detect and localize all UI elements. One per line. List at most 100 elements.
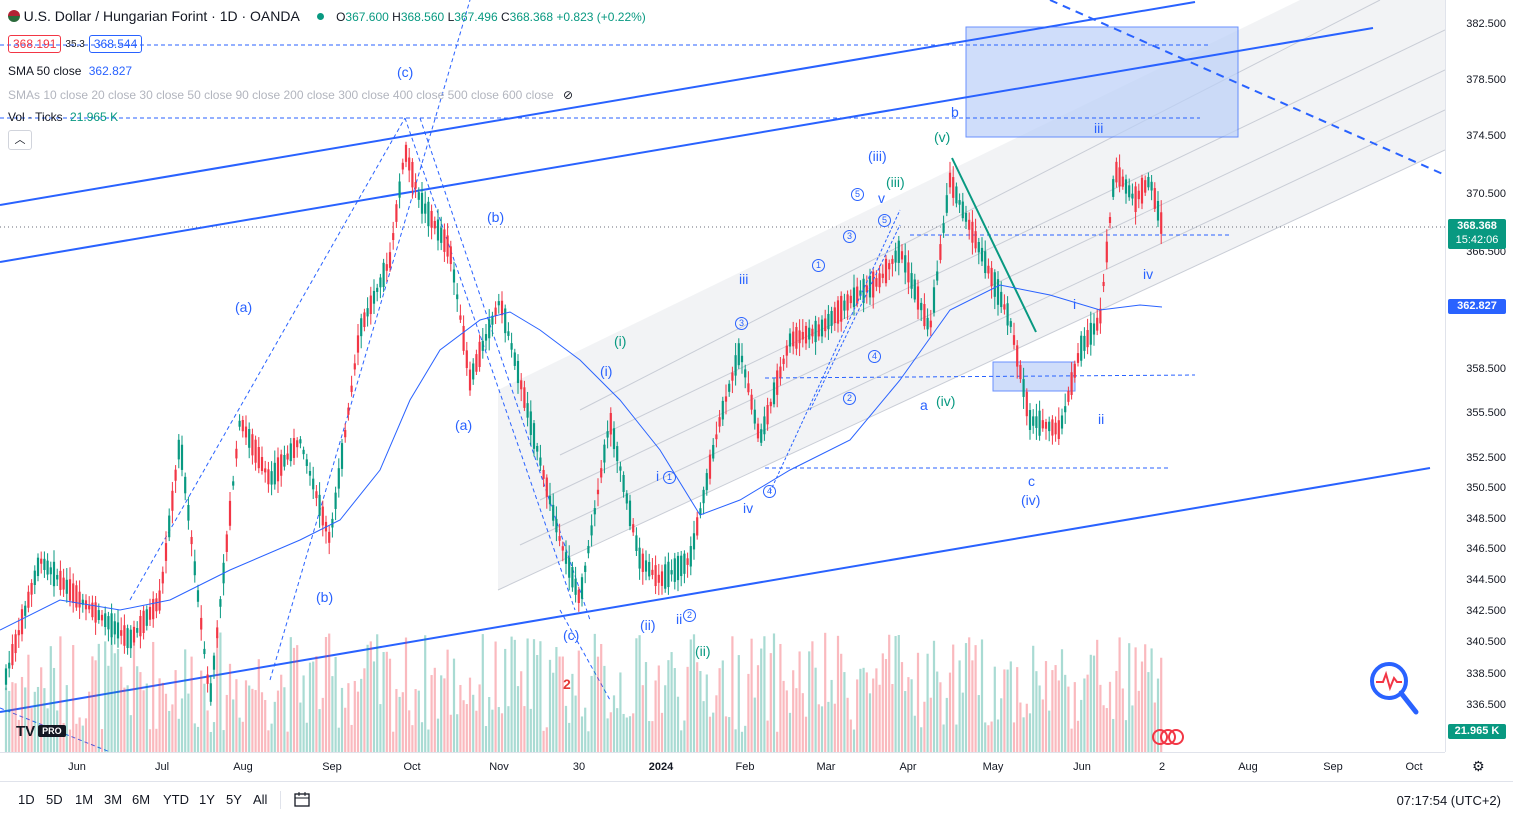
time-tick: Oct xyxy=(1405,761,1423,773)
wave-circle-2b: 2 xyxy=(843,392,856,405)
wave-circle-3b: 3 xyxy=(843,230,856,243)
price-tick: 355.500 xyxy=(1466,407,1506,419)
wave-circle-4b: 4 xyxy=(868,350,881,363)
close-value: 368.368 xyxy=(509,10,554,24)
time-tick: Mar xyxy=(816,761,836,773)
price-tick: 348.500 xyxy=(1466,513,1506,525)
time-tick: 2024 xyxy=(648,761,674,773)
low-value: 367.496 xyxy=(454,10,498,24)
wave-label-ii: (ii) xyxy=(640,617,656,633)
current-price-tag: 368.368 15:42:06 xyxy=(1448,219,1506,249)
range-1m-button[interactable]: 1M xyxy=(75,792,94,807)
chart-area[interactable]: U.S. Dollar / Hungarian Forint · 1D · OA… xyxy=(0,0,1445,752)
flags-icon[interactable] xyxy=(1152,729,1184,745)
wave-label-v-green: (v) xyxy=(934,129,951,145)
wave-circle-5: 5 xyxy=(851,188,864,201)
time-axis[interactable]: Jun Jul Aug Sep Oct Nov 30 2024 Feb Mar … xyxy=(0,752,1485,781)
low-label: L xyxy=(447,10,455,24)
time-axis-settings-icon[interactable]: ⚙ xyxy=(1472,758,1485,774)
wave-label-i-right: i xyxy=(1073,296,1077,312)
wave-label-a-small: a xyxy=(920,397,928,413)
price-tick: 338.500 xyxy=(1466,668,1506,680)
price-tick: 370.500 xyxy=(1466,188,1506,200)
wave-circle-5b: 5 xyxy=(878,214,891,227)
range-5d-button[interactable]: 5D xyxy=(46,792,63,807)
time-tick: Feb xyxy=(735,761,755,773)
time-tick: Jun xyxy=(1073,761,1091,773)
time-tick: Aug xyxy=(233,761,253,773)
range-6m-button[interactable]: 6M xyxy=(132,792,151,807)
time-tick: Sep xyxy=(1323,761,1343,773)
price-axis[interactable]: 382.500 378.500 374.500 370.500 366.500 … xyxy=(1445,0,1513,752)
high-label: H xyxy=(392,10,401,24)
candlesticks xyxy=(4,141,1163,706)
price-tick: 358.500 xyxy=(1466,363,1506,375)
price-tick: 350.500 xyxy=(1466,482,1506,494)
range-1d-button[interactable]: 1D xyxy=(18,792,35,807)
wave-label-c-small: c xyxy=(1028,473,1035,489)
volume-tag: 21.965 K xyxy=(1448,724,1506,739)
volume-label[interactable]: Vol · Ticks xyxy=(8,110,63,124)
wave-label-i: (i) xyxy=(600,363,613,379)
range-ytd-button[interactable]: YTD xyxy=(163,792,189,807)
price-tick: 342.500 xyxy=(1466,605,1506,617)
wave-circle-1b: 1 xyxy=(812,259,825,272)
price-tick: 374.500 xyxy=(1466,130,1506,142)
wave-circle-1: 1 xyxy=(663,471,676,484)
wave-label-iv-2: (iv) xyxy=(1021,492,1041,508)
clock-timezone[interactable]: 07:17:54 (UTC+2) xyxy=(1396,793,1501,808)
range-1y-button[interactable]: 1Y xyxy=(199,792,215,807)
sma-price-tag: 362.827 xyxy=(1448,299,1506,314)
bottom-toolbar: 1D 5D 1M 3M 6M YTD 1Y 5Y All 07:17:54 (U… xyxy=(0,781,1513,819)
smas-label[interactable]: SMAs 10 close 20 close 30 close 50 close… xyxy=(8,88,554,102)
wave-label-iii-paren: (iii) xyxy=(868,148,887,164)
divider xyxy=(280,791,281,809)
open-value: 367.600 xyxy=(345,10,389,24)
sma-label[interactable]: SMA 50 close xyxy=(8,64,82,78)
range-3m-button[interactable]: 3M xyxy=(104,792,123,807)
time-tick: 2 xyxy=(1158,761,1166,773)
time-tick: Jul xyxy=(154,761,170,773)
wave-label-b-small: b xyxy=(951,104,959,120)
hidden-eye-icon[interactable]: ⊘ xyxy=(563,88,574,102)
wave-label-v: v xyxy=(878,190,885,206)
wave-circle-3: 3 xyxy=(735,317,748,330)
tradingview-logo[interactable]: TV PRO xyxy=(16,723,66,740)
range-5y-button[interactable]: 5Y xyxy=(226,792,242,807)
wave-circle-4: 4 xyxy=(763,485,776,498)
chevron-up-icon: ︿ xyxy=(14,134,26,146)
magnifier-heartbeat-icon[interactable] xyxy=(1368,660,1420,721)
wave-label-iv-green: (iv) xyxy=(936,393,956,409)
symbol-title[interactable]: U.S. Dollar / Hungarian Forint · 1D · OA… xyxy=(23,8,300,24)
time-tick: Sep xyxy=(322,761,342,773)
volume-bars xyxy=(4,632,1163,752)
time-tick: Apr xyxy=(899,761,917,773)
range-all-button[interactable]: All xyxy=(253,792,268,807)
sell-price-button[interactable]: 368.191 xyxy=(8,35,62,53)
wave-label-c-2: (c) xyxy=(563,627,580,643)
wave-label-c-top: (c) xyxy=(397,64,414,80)
price-tick: 382.500 xyxy=(1466,18,1506,30)
wave-label-ii-small: ii xyxy=(676,611,683,627)
wave-label-iv: iv xyxy=(743,500,754,516)
bar-countdown: 15:42:06 xyxy=(1455,234,1499,246)
buy-price-button[interactable]: 368.544 xyxy=(88,35,143,53)
time-tick: Oct xyxy=(403,761,421,773)
wave-label-i-green: (i) xyxy=(614,333,627,349)
collapse-legend-button[interactable]: ︿ xyxy=(8,130,32,150)
price-tick: 346.500 xyxy=(1466,543,1506,555)
price-tick: 340.500 xyxy=(1466,636,1506,648)
wave-label-a: (a) xyxy=(235,299,253,315)
wave-label-iii-box: iii xyxy=(1094,120,1104,136)
wave-label-b: (b) xyxy=(487,209,505,225)
wave-label-iii-green: (iii) xyxy=(886,174,905,190)
open-label: O xyxy=(336,10,346,24)
current-price-value: 368.368 xyxy=(1457,220,1497,232)
wave-label-iii: iii xyxy=(739,271,749,287)
wave-label-iv-right: iv xyxy=(1143,266,1154,282)
price-tick: 336.500 xyxy=(1466,699,1506,711)
date-range-calendar-icon[interactable] xyxy=(293,790,311,813)
change-value: +0.823 (+0.22%) xyxy=(556,10,646,24)
price-tick: 344.500 xyxy=(1466,574,1506,586)
price-chart[interactable] xyxy=(0,0,1445,752)
